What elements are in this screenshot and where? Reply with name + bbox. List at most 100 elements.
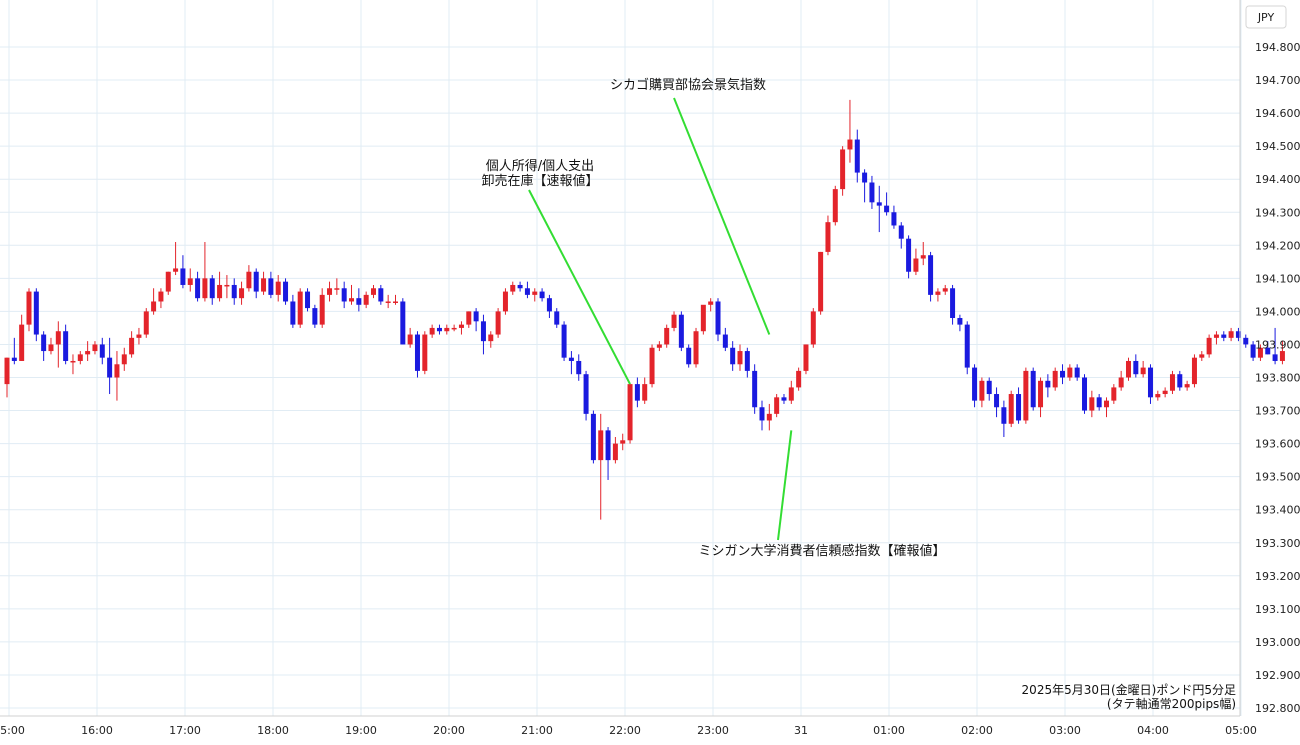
candle bbox=[781, 394, 787, 404]
y-tick-label: 193.000 bbox=[1255, 636, 1300, 649]
candle-body bbox=[730, 347, 736, 365]
candle bbox=[649, 344, 655, 388]
candle-body bbox=[1213, 334, 1219, 338]
candle-body bbox=[590, 413, 596, 461]
candle bbox=[114, 351, 120, 401]
candle bbox=[1133, 354, 1139, 378]
candle bbox=[143, 308, 149, 338]
candle-body bbox=[473, 311, 479, 322]
candle-body bbox=[55, 331, 61, 345]
annotation-label: 個人所得/個人支出 bbox=[486, 158, 594, 174]
candle-body bbox=[217, 284, 223, 299]
candle-body bbox=[422, 334, 428, 371]
candle bbox=[1265, 341, 1271, 355]
candle-body bbox=[187, 278, 193, 285]
candle-body bbox=[363, 294, 369, 305]
x-tick-label: 23:00 bbox=[697, 724, 729, 737]
candle bbox=[620, 433, 626, 451]
candle-series bbox=[4, 99, 1285, 520]
candle bbox=[583, 370, 589, 421]
candle bbox=[400, 298, 406, 345]
candle bbox=[854, 129, 860, 183]
candle bbox=[158, 288, 164, 309]
candle bbox=[1162, 387, 1168, 398]
candle-body bbox=[1243, 337, 1249, 345]
candle-body bbox=[195, 278, 201, 299]
candle bbox=[1206, 334, 1212, 358]
candle-body bbox=[231, 284, 237, 299]
candle bbox=[884, 192, 890, 216]
candle-body bbox=[268, 278, 274, 295]
candle bbox=[378, 284, 384, 305]
candle bbox=[539, 288, 545, 302]
price-axis: 194.800 194.700 194.600 194.500 194.400 194.3… bbox=[1255, 41, 1300, 715]
candle-body bbox=[583, 374, 589, 414]
candle bbox=[173, 241, 179, 276]
candle bbox=[407, 327, 413, 348]
candle bbox=[752, 364, 758, 414]
candle-body bbox=[752, 370, 758, 408]
candle-body bbox=[392, 301, 398, 303]
candle bbox=[11, 337, 17, 365]
candle bbox=[1089, 390, 1095, 418]
grid-lines bbox=[0, 0, 1242, 716]
candle bbox=[906, 235, 912, 279]
candle bbox=[129, 331, 135, 358]
x-tick-label: 19:00 bbox=[345, 724, 377, 737]
candle-body bbox=[239, 288, 245, 299]
candle-body bbox=[371, 288, 376, 295]
candle bbox=[891, 205, 897, 229]
candle-body bbox=[678, 314, 684, 348]
candle bbox=[385, 294, 391, 309]
x-tick-label: 03:00 bbox=[1049, 724, 1081, 737]
candle-body bbox=[840, 149, 846, 190]
candle bbox=[1184, 380, 1190, 391]
candle bbox=[935, 288, 941, 302]
candle bbox=[1030, 367, 1036, 411]
candle-body bbox=[700, 304, 706, 332]
candle-body bbox=[502, 291, 508, 312]
x-tick-label: 21:00 bbox=[521, 724, 553, 737]
candle-body bbox=[950, 288, 956, 319]
candle-body bbox=[832, 189, 838, 223]
candle-body bbox=[341, 288, 347, 302]
annotation-leader-line bbox=[777, 430, 793, 541]
candle bbox=[1221, 331, 1227, 342]
candle-body bbox=[1016, 394, 1022, 421]
candle-body bbox=[1001, 407, 1007, 424]
candle bbox=[305, 288, 311, 312]
chart-subtitle: (タテ軸通常200pips幅) bbox=[1107, 696, 1236, 711]
y-tick-label: 193.700 bbox=[1255, 405, 1300, 418]
annotation: ミシガン大学消費者信頼感指数【確報値】 bbox=[698, 430, 946, 559]
candle-body bbox=[305, 291, 311, 309]
candle bbox=[334, 278, 340, 295]
candle-body bbox=[327, 288, 333, 295]
candle-body bbox=[920, 255, 926, 259]
candle bbox=[876, 185, 882, 233]
candle-body bbox=[436, 327, 442, 332]
candle bbox=[1111, 384, 1117, 404]
candle bbox=[195, 271, 201, 302]
candle bbox=[546, 294, 552, 319]
candle bbox=[121, 347, 127, 371]
candle bbox=[107, 337, 113, 395]
candle-body bbox=[48, 344, 54, 352]
candle bbox=[297, 288, 303, 328]
candle bbox=[70, 354, 76, 375]
candle-body bbox=[1008, 394, 1014, 424]
candle-body bbox=[261, 278, 267, 292]
candle-body bbox=[26, 291, 32, 325]
candle bbox=[818, 251, 824, 315]
candle bbox=[986, 377, 992, 401]
candle-body bbox=[1184, 384, 1190, 388]
candle bbox=[92, 341, 98, 355]
candle bbox=[1140, 360, 1146, 378]
candle-body bbox=[1104, 400, 1109, 408]
candle bbox=[187, 268, 193, 292]
y-tick-label: 193.100 bbox=[1255, 603, 1300, 616]
candle bbox=[664, 324, 670, 348]
annotation-leader-line bbox=[673, 97, 771, 335]
candle-body bbox=[136, 334, 142, 338]
